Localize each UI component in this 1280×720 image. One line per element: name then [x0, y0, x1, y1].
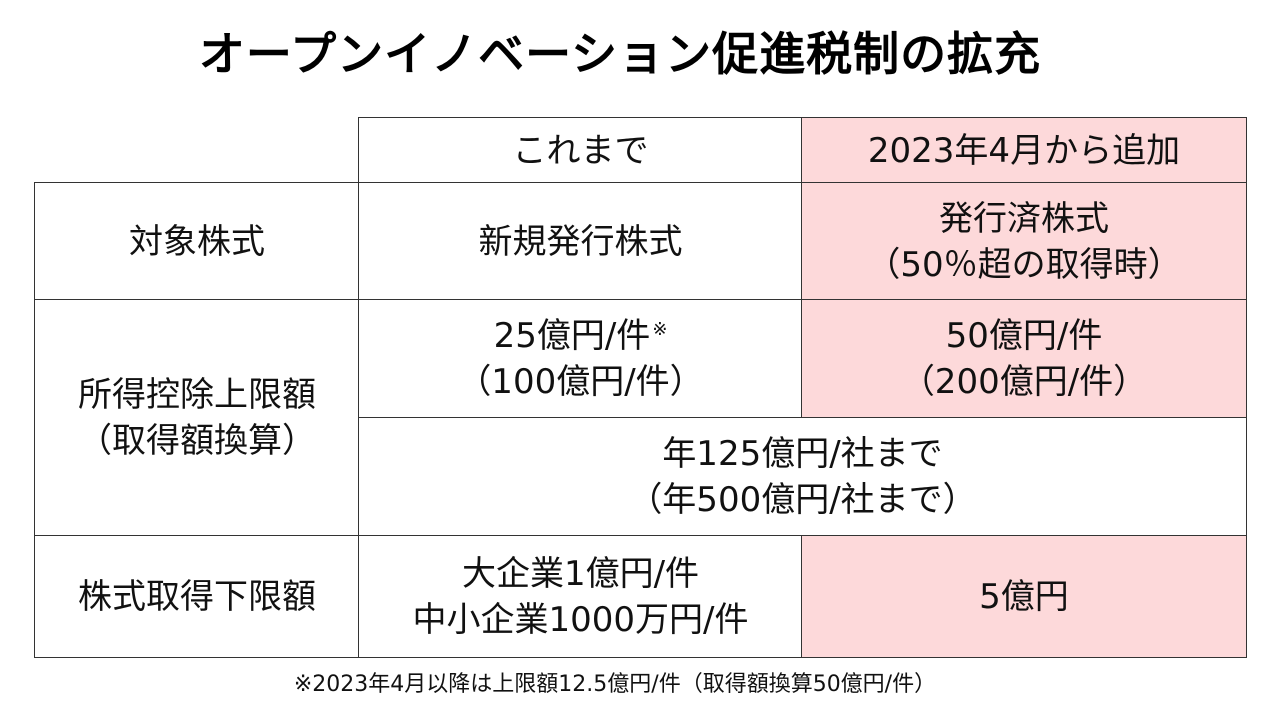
- cell-text-line2: （50％超の取得時）: [866, 244, 1182, 285]
- cell-target-stock-before: 新規発行株式: [358, 182, 803, 301]
- row-label-line1: 所得控除上限額: [78, 375, 316, 415]
- row-label-line2: （取得額換算）: [78, 421, 316, 461]
- cell-text-line2: 中小企業1000万円/件: [412, 599, 749, 640]
- cell-text-line1: 発行済株式: [939, 198, 1109, 239]
- page-title: オープンイノベーション促進税制の拡充: [198, 27, 1042, 81]
- row-label-min-acquisition: 株式取得下限額: [34, 535, 360, 658]
- cell-deduction-before: 25億円/件 ※ （100億円/件）: [358, 299, 803, 419]
- row-label-deduction-limit: 所得控除上限額 （取得額換算）: [34, 299, 360, 537]
- cell-text: 5億円: [979, 576, 1069, 617]
- cell-text-line2: （100億円/件）: [457, 362, 704, 402]
- cell-deduction-added: 50億円/件 （200億円/件）: [801, 299, 1247, 419]
- footnote-mark: ※: [652, 318, 668, 340]
- cell-target-stock-added: 発行済株式 （50％超の取得時）: [801, 182, 1247, 301]
- cell-text-line1: 大企業1億円/件: [461, 553, 700, 594]
- header-before-label: これまで: [512, 130, 649, 171]
- row-label-text: 対象株式: [129, 221, 265, 262]
- cell-min-acquisition-before: 大企業1億円/件 中小企業1000万円/件: [358, 535, 803, 658]
- footnote: ※2023年4月以降は上限額12.5億円/件（取得額換算50億円/件）: [293, 672, 937, 697]
- cell-text-main: 25億円/件: [493, 316, 651, 356]
- cell-text-line1: 25億円/件 ※: [494, 313, 668, 359]
- header-before: これまで: [358, 117, 803, 184]
- row-label-target-stock: 対象株式: [34, 182, 360, 301]
- cell-text-line2: （200億円/件）: [900, 362, 1148, 402]
- cell-text: 新規発行株式: [478, 221, 683, 262]
- cell-text-line2: （年500億円/社まで）: [628, 480, 977, 520]
- cell-text-line1: 50億円/件: [945, 316, 1103, 356]
- header-added: 2023年4月から追加: [801, 117, 1247, 184]
- cell-text-line1: 年125億円/社まで: [662, 434, 943, 474]
- cell-deduction-annual: 年125億円/社まで （年500億円/社まで）: [358, 417, 1247, 537]
- row-label-text: 株式取得下限額: [78, 576, 316, 617]
- cell-min-acquisition-added: 5億円: [801, 535, 1247, 658]
- header-added-label: 2023年4月から追加: [867, 130, 1181, 171]
